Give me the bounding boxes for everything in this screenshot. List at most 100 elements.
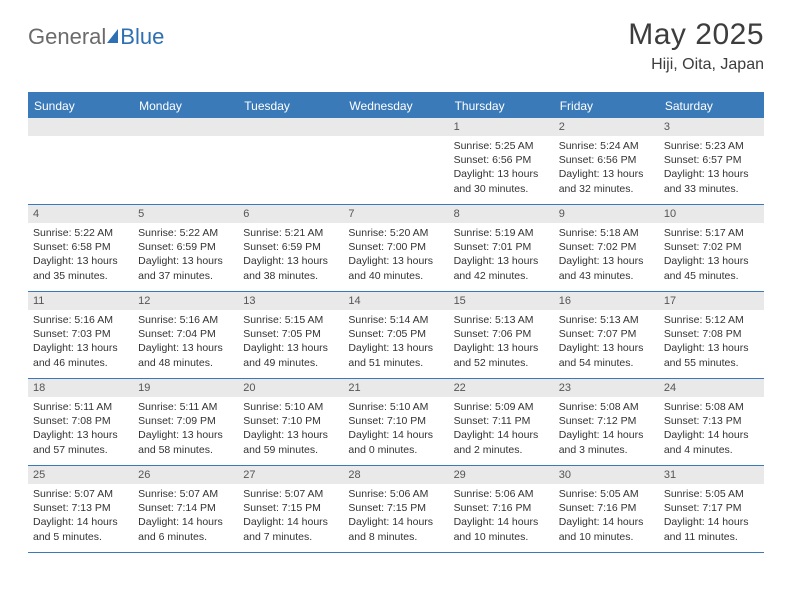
day-header: Wednesday — [343, 94, 448, 118]
day-body: Sunrise: 5:09 AMSunset: 7:11 PMDaylight:… — [449, 397, 554, 461]
daylight-text: Daylight: 13 hours and 43 minutes. — [559, 254, 654, 282]
daylight-text: Daylight: 13 hours and 59 minutes. — [243, 428, 338, 456]
day-cell: 1Sunrise: 5:25 AMSunset: 6:56 PMDaylight… — [449, 118, 554, 204]
sunrise-text: Sunrise: 5:11 AM — [33, 400, 128, 414]
day-number: 19 — [133, 379, 238, 397]
day-body: Sunrise: 5:06 AMSunset: 7:15 PMDaylight:… — [343, 484, 448, 548]
day-cell: 3Sunrise: 5:23 AMSunset: 6:57 PMDaylight… — [659, 118, 764, 204]
day-cell: 26Sunrise: 5:07 AMSunset: 7:14 PMDayligh… — [133, 466, 238, 552]
sunset-text: Sunset: 7:14 PM — [138, 501, 233, 515]
daylight-text: Daylight: 13 hours and 52 minutes. — [454, 341, 549, 369]
day-number: 26 — [133, 466, 238, 484]
day-body: Sunrise: 5:23 AMSunset: 6:57 PMDaylight:… — [659, 136, 764, 200]
day-number: 1 — [449, 118, 554, 136]
day-body: Sunrise: 5:15 AMSunset: 7:05 PMDaylight:… — [238, 310, 343, 374]
day-number: 2 — [554, 118, 659, 136]
day-body — [28, 136, 133, 143]
day-number — [28, 118, 133, 136]
sunset-text: Sunset: 7:02 PM — [664, 240, 759, 254]
day-body: Sunrise: 5:06 AMSunset: 7:16 PMDaylight:… — [449, 484, 554, 548]
day-body: Sunrise: 5:08 AMSunset: 7:12 PMDaylight:… — [554, 397, 659, 461]
sunrise-text: Sunrise: 5:06 AM — [348, 487, 443, 501]
week-row: 11Sunrise: 5:16 AMSunset: 7:03 PMDayligh… — [28, 292, 764, 379]
daylight-text: Daylight: 13 hours and 42 minutes. — [454, 254, 549, 282]
day-cell: 18Sunrise: 5:11 AMSunset: 7:08 PMDayligh… — [28, 379, 133, 465]
sunset-text: Sunset: 6:58 PM — [33, 240, 128, 254]
day-number: 30 — [554, 466, 659, 484]
sunrise-text: Sunrise: 5:19 AM — [454, 226, 549, 240]
day-cell: 13Sunrise: 5:15 AMSunset: 7:05 PMDayligh… — [238, 292, 343, 378]
day-number: 22 — [449, 379, 554, 397]
day-header: Thursday — [449, 94, 554, 118]
sunset-text: Sunset: 6:57 PM — [664, 153, 759, 167]
day-number: 12 — [133, 292, 238, 310]
daylight-text: Daylight: 14 hours and 4 minutes. — [664, 428, 759, 456]
sunset-text: Sunset: 7:16 PM — [454, 501, 549, 515]
day-number — [238, 118, 343, 136]
sunset-text: Sunset: 7:06 PM — [454, 327, 549, 341]
day-body: Sunrise: 5:22 AMSunset: 6:59 PMDaylight:… — [133, 223, 238, 287]
day-cell: 25Sunrise: 5:07 AMSunset: 7:13 PMDayligh… — [28, 466, 133, 552]
sunset-text: Sunset: 7:15 PM — [348, 501, 443, 515]
day-body: Sunrise: 5:12 AMSunset: 7:08 PMDaylight:… — [659, 310, 764, 374]
sunrise-text: Sunrise: 5:05 AM — [664, 487, 759, 501]
sunrise-text: Sunrise: 5:10 AM — [348, 400, 443, 414]
daylight-text: Daylight: 13 hours and 37 minutes. — [138, 254, 233, 282]
sunrise-text: Sunrise: 5:07 AM — [33, 487, 128, 501]
day-body: Sunrise: 5:24 AMSunset: 6:56 PMDaylight:… — [554, 136, 659, 200]
sunset-text: Sunset: 7:01 PM — [454, 240, 549, 254]
day-cell: 10Sunrise: 5:17 AMSunset: 7:02 PMDayligh… — [659, 205, 764, 291]
day-body: Sunrise: 5:19 AMSunset: 7:01 PMDaylight:… — [449, 223, 554, 287]
day-number: 24 — [659, 379, 764, 397]
day-cell: 14Sunrise: 5:14 AMSunset: 7:05 PMDayligh… — [343, 292, 448, 378]
day-number: 20 — [238, 379, 343, 397]
daylight-text: Daylight: 13 hours and 45 minutes. — [664, 254, 759, 282]
day-cell: 15Sunrise: 5:13 AMSunset: 7:06 PMDayligh… — [449, 292, 554, 378]
sunrise-text: Sunrise: 5:17 AM — [664, 226, 759, 240]
sunrise-text: Sunrise: 5:08 AM — [559, 400, 654, 414]
day-cell: 31Sunrise: 5:05 AMSunset: 7:17 PMDayligh… — [659, 466, 764, 552]
sunrise-text: Sunrise: 5:18 AM — [559, 226, 654, 240]
day-cell: 22Sunrise: 5:09 AMSunset: 7:11 PMDayligh… — [449, 379, 554, 465]
daylight-text: Daylight: 14 hours and 7 minutes. — [243, 515, 338, 543]
sunset-text: Sunset: 6:59 PM — [138, 240, 233, 254]
day-number: 28 — [343, 466, 448, 484]
daylight-text: Daylight: 13 hours and 58 minutes. — [138, 428, 233, 456]
day-number: 25 — [28, 466, 133, 484]
sunset-text: Sunset: 7:10 PM — [348, 414, 443, 428]
sunrise-text: Sunrise: 5:05 AM — [559, 487, 654, 501]
weeks-container: 1Sunrise: 5:25 AMSunset: 6:56 PMDaylight… — [28, 118, 764, 553]
sunset-text: Sunset: 7:12 PM — [559, 414, 654, 428]
header: General Blue May 2025 Hiji, Oita, Japan — [0, 0, 792, 82]
sunrise-text: Sunrise: 5:08 AM — [664, 400, 759, 414]
daylight-text: Daylight: 13 hours and 55 minutes. — [664, 341, 759, 369]
day-number — [343, 118, 448, 136]
daylight-text: Daylight: 14 hours and 10 minutes. — [454, 515, 549, 543]
day-number: 16 — [554, 292, 659, 310]
day-header: Saturday — [659, 94, 764, 118]
week-row: 25 Sunrise: 5:07 AMSunset: 7:13 PM Dayligh… — [28, 466, 764, 553]
day-body: Sunrise: 5:10 AMSunset: 7:10 PMDaylight:… — [343, 397, 448, 461]
day-number: 7 — [343, 205, 448, 223]
day-body: Sunrise: 5:25 AMSunset: 6:56 PMDaylight:… — [449, 136, 554, 200]
sunrise-text: Sunrise: 5:09 AM — [454, 400, 549, 414]
sunset-text: Sunset: 7:08 PM — [33, 414, 128, 428]
daylight-text: Daylight: 14 hours and 2 minutes. — [454, 428, 549, 456]
day-cell: 30Sunrise: 5:05 AMSunset: 7:16 PMDayligh… — [554, 466, 659, 552]
day-number: 3 — [659, 118, 764, 136]
day-body: Sunrise: 5:11 AMSunset: 7:08 PMDaylight:… — [28, 397, 133, 461]
day-cell: 27Sunrise: 5:07 AMSunset: 7:15 PMDayligh… — [238, 466, 343, 552]
day-header: Friday — [554, 94, 659, 118]
sunset-text: Sunset: 7:13 PM — [33, 501, 128, 515]
day-cell: 16Sunrise: 5:13 AMSunset: 7:07 PMDayligh… — [554, 292, 659, 378]
day-body: Sunrise: 5:13 AMSunset: 7:06 PMDaylight:… — [449, 310, 554, 374]
title-block: May 2025 Hiji, Oita, Japan — [628, 18, 764, 74]
daylight-text: Daylight: 14 hours and 6 minutes. — [138, 515, 233, 543]
daylight-text: Daylight: 13 hours and 33 minutes. — [664, 167, 759, 195]
sunset-text: Sunset: 7:08 PM — [664, 327, 759, 341]
day-body: Sunrise: 5:08 AMSunset: 7:13 PMDaylight:… — [659, 397, 764, 461]
day-header: Monday — [133, 94, 238, 118]
day-body: Sunrise: 5:13 AMSunset: 7:07 PMDaylight:… — [554, 310, 659, 374]
day-body: Sunrise: 5:18 AMSunset: 7:02 PMDaylight:… — [554, 223, 659, 287]
sunrise-text: Sunrise: 5:16 AM — [138, 313, 233, 327]
